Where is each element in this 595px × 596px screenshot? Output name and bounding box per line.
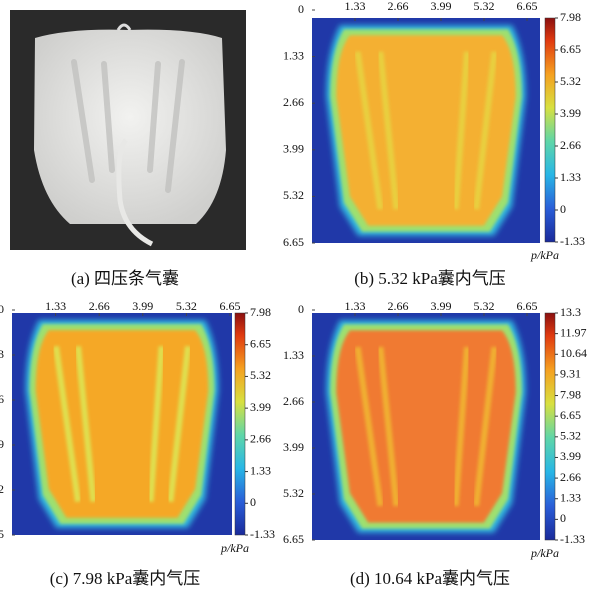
colorbar-tick-label: 5.32 xyxy=(560,429,581,443)
y-tick-label: 5.32 xyxy=(283,486,304,500)
x-tick-label: 2.66 xyxy=(388,299,409,313)
heatmap xyxy=(312,18,540,243)
heatmap xyxy=(312,313,540,540)
colorbar-tick-label: 7.98 xyxy=(250,305,271,319)
caption: (d) 10.64 kPa囊内气压 xyxy=(350,569,510,588)
colorbar-tick-label: 3.99 xyxy=(250,400,271,414)
heatmap xyxy=(12,313,232,535)
x-tick-label: 3.99 xyxy=(431,299,452,313)
colorbar-tick-label: 2.66 xyxy=(250,432,271,446)
x-tick-label: 3.99 xyxy=(431,0,452,13)
colorbar-tick-label: 0 xyxy=(250,495,256,509)
colorbar-tick-label: 0 xyxy=(560,202,566,216)
y-tick-label: 2.66 xyxy=(0,392,4,406)
colorbar-tick-label: 0 xyxy=(560,511,566,525)
colorbar-tick-label: 3.99 xyxy=(560,106,581,120)
y-tick-label: 1.33 xyxy=(0,347,4,361)
x-tick-label: 5.32 xyxy=(176,299,197,313)
colorbar-tick-label: 7.98 xyxy=(560,387,581,401)
colorbar-tick-label: 6.65 xyxy=(560,408,581,422)
y-tick-label: 1.33 xyxy=(283,348,304,362)
colorbar-tick-label: 11.97 xyxy=(560,325,587,339)
x-tick-label: 6.65 xyxy=(517,299,538,313)
heatmap-core xyxy=(36,330,209,518)
heatmap-core xyxy=(336,35,516,226)
x-tick-label: 6.65 xyxy=(220,299,241,313)
colorbar-tick-label: 1.33 xyxy=(560,490,581,504)
y-tick-label: 0 xyxy=(0,302,4,316)
colorbar-tick-label: 1.33 xyxy=(560,170,581,184)
colorbar xyxy=(545,18,555,242)
colorbar-unit: p/kPa xyxy=(530,546,559,560)
colorbar-tick-label: 5.32 xyxy=(250,368,271,382)
colorbar xyxy=(545,313,555,540)
x-tick-label: 2.66 xyxy=(89,299,110,313)
x-tick-label: 6.65 xyxy=(517,0,538,13)
colorbar-tick-label: 5.32 xyxy=(560,74,581,88)
caption: (a) 四压条气囊 xyxy=(71,269,179,288)
colorbar-tick-label: 6.65 xyxy=(560,42,581,56)
x-tick-label: 1.33 xyxy=(345,0,366,13)
x-tick-label: 2.66 xyxy=(388,0,409,13)
caption: (c) 7.98 kPa囊内气压 xyxy=(50,569,201,588)
colorbar-tick-label: 2.66 xyxy=(560,470,581,484)
colorbar-tick-label: 1.33 xyxy=(250,463,271,477)
y-tick-label: 3.99 xyxy=(283,440,304,454)
colorbar xyxy=(235,313,245,535)
colorbar-tick-label: -1.33 xyxy=(560,234,585,248)
colorbar-unit: p/kPa xyxy=(530,248,559,262)
colorbar-unit: p/kPa xyxy=(220,541,249,555)
colorbar-tick-label: 6.65 xyxy=(250,336,271,350)
y-tick-label: 5.32 xyxy=(0,482,4,496)
colorbar-tick-label: 13.3 xyxy=(560,305,581,319)
y-tick-label: 0 xyxy=(298,2,304,16)
x-tick-label: 1.33 xyxy=(45,299,66,313)
photo xyxy=(10,10,246,250)
y-tick-label: 6.65 xyxy=(283,235,304,249)
colorbar-tick-label: 2.66 xyxy=(560,138,581,152)
x-tick-label: 1.33 xyxy=(345,299,366,313)
y-tick-label: 6.65 xyxy=(0,527,4,541)
y-tick-label: 6.65 xyxy=(283,532,304,546)
colorbar-tick-label: 10.64 xyxy=(560,346,587,360)
x-tick-label: 5.32 xyxy=(474,0,495,13)
y-tick-label: 1.33 xyxy=(283,48,304,62)
y-tick-label: 5.32 xyxy=(283,188,304,202)
colorbar-tick-label: -1.33 xyxy=(560,532,585,546)
colorbar-tick-label: -1.33 xyxy=(250,527,275,541)
x-tick-label: 3.99 xyxy=(132,299,153,313)
heatmap-core xyxy=(336,330,516,522)
y-tick-label: 3.99 xyxy=(283,142,304,156)
y-tick-label: 0 xyxy=(298,302,304,316)
y-tick-label: 2.66 xyxy=(283,95,304,109)
colorbar-tick-label: 3.99 xyxy=(560,449,581,463)
caption: (b) 5.32 kPa囊内气压 xyxy=(354,269,506,288)
y-tick-label: 2.66 xyxy=(283,394,304,408)
figure: (a) 四压条气囊 1.33 2.66 3.99 5.32 6.65 0 1.33 2.66 3… xyxy=(0,0,595,596)
colorbar-tick-label: 9.31 xyxy=(560,367,581,381)
x-tick-label: 5.32 xyxy=(474,299,495,313)
colorbar-tick-label: 7.98 xyxy=(560,10,581,24)
y-tick-label: 3.99 xyxy=(0,437,4,451)
